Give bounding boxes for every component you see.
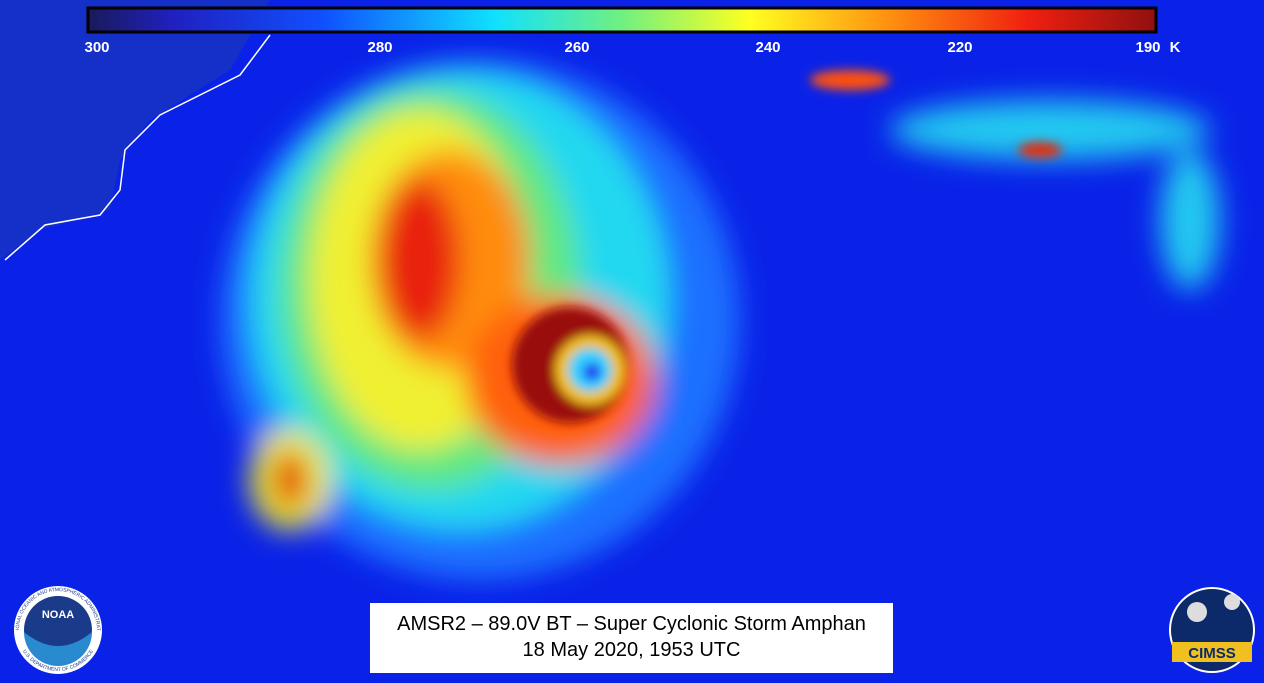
- colorbar-tick-label: 190: [1135, 39, 1160, 56]
- cimss-logo: CIMSS: [1169, 587, 1255, 673]
- caption-line: AMSR2 – 89.0V BT – Super Cyclonic Storm …: [397, 613, 866, 635]
- caption-line: 18 May 2020, 1953 UTC: [522, 639, 741, 661]
- eyewall: [512, 70, 1062, 423]
- colorbar-tick-label: 220: [947, 39, 972, 56]
- colorbar-tick-label: 300: [84, 39, 109, 56]
- colorbar-unit: K: [1170, 39, 1181, 56]
- caption: AMSR2 – 89.0V BT – Super Cyclonic Storm …: [370, 603, 893, 673]
- coastline: [4, 34, 271, 261]
- land: [0, 0, 270, 260]
- colorbar-tick-label: 260: [564, 39, 589, 56]
- colorbar: [86, 6, 1158, 34]
- noaa-label: NOAA: [42, 609, 74, 621]
- cimss-label: CIMSS: [1188, 645, 1236, 662]
- colorbar-tick-label: 280: [367, 39, 392, 56]
- colorbar-tick-label: 240: [755, 39, 780, 56]
- noaa-logo: NATIONAL OCEANIC AND ATMOSPHERIC ADMINIS…: [14, 586, 102, 674]
